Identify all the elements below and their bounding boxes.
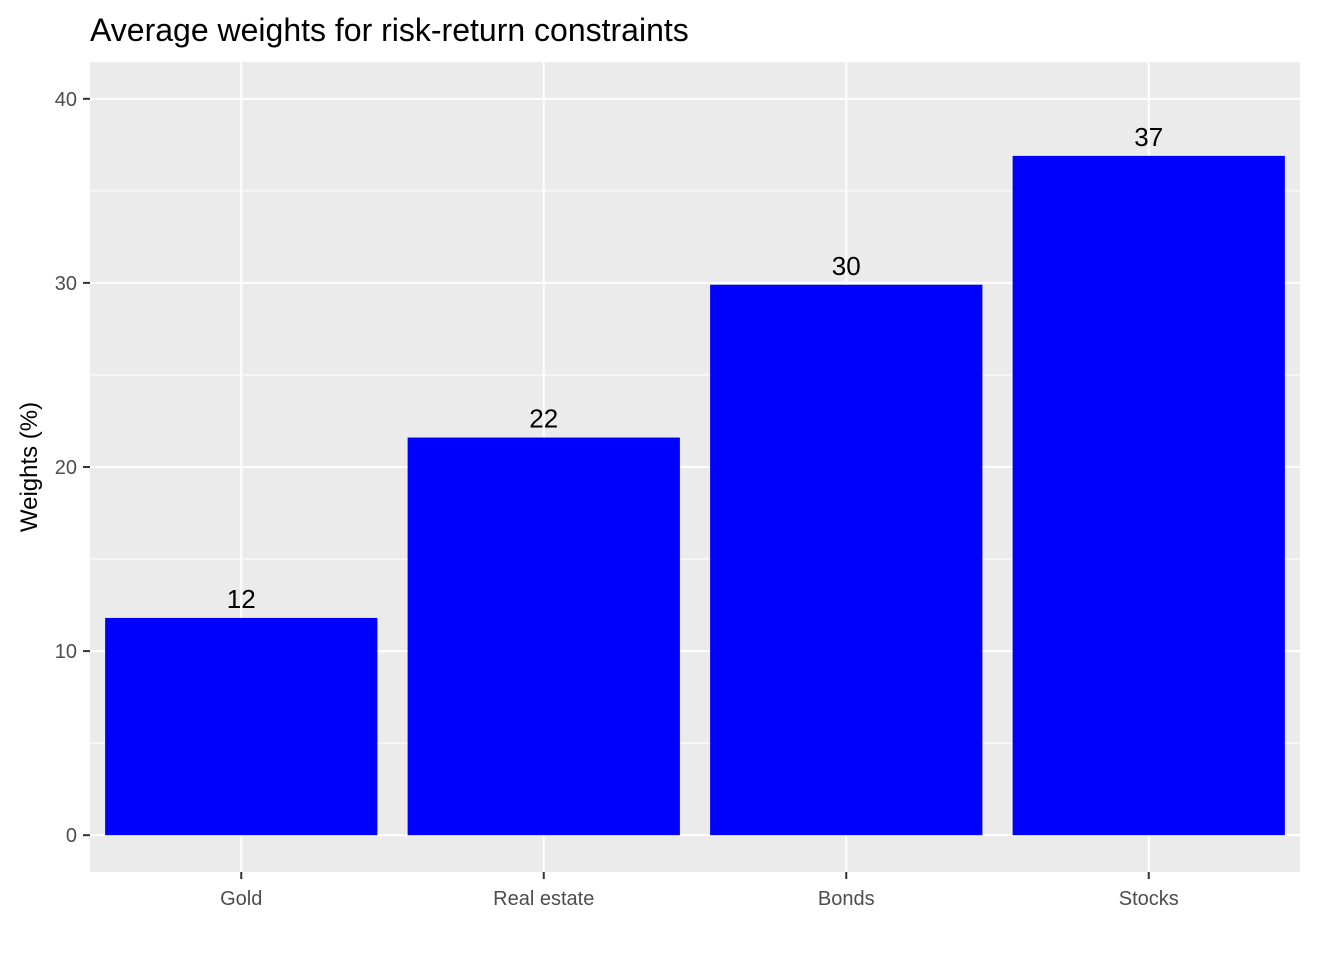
bar-value-label: 22 (529, 404, 558, 434)
x-axis: Gold Real estate Bonds Stocks (220, 872, 1179, 910)
x-tick-label: Gold (220, 888, 262, 910)
y-axis: 0 10 20 30 40 (55, 89, 90, 847)
bar-value-label: 12 (227, 584, 256, 614)
y-tick-label: 0 (66, 825, 77, 847)
chart-title: Average weights for risk-return constrai… (90, 12, 689, 48)
y-tick-label: 40 (55, 89, 77, 111)
x-tick-label: Real estate (493, 888, 594, 910)
y-tick-label: 20 (55, 457, 77, 479)
data-labels: 12 22 30 37 (227, 122, 1163, 614)
y-tick-label: 30 (55, 273, 77, 295)
bar (105, 617, 378, 836)
bar-value-label: 37 (1134, 122, 1163, 152)
x-tick-label: Bonds (818, 888, 875, 910)
bar (710, 284, 983, 836)
bar-value-label: 30 (832, 251, 861, 281)
y-axis-title: Weights (%) (16, 402, 43, 532)
x-tick-label: Stocks (1119, 888, 1179, 910)
y-tick-label: 10 (55, 641, 77, 663)
bar (1012, 155, 1285, 836)
bars (105, 155, 1285, 836)
bar (407, 437, 680, 836)
